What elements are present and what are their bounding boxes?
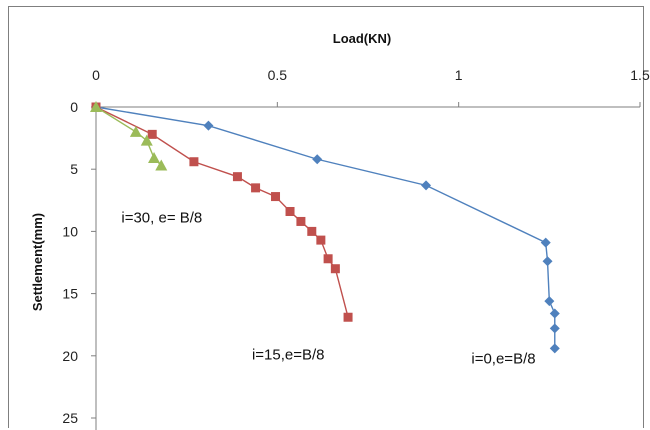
y-tick-label: 25 [62,410,78,426]
series-1-point [549,308,560,319]
annotation-label: i=15,e=B/8 [252,347,325,364]
series-3-point [155,159,168,171]
series-2-point [323,254,333,264]
x-tick-label: 1 [455,67,463,83]
series-1-point [203,120,214,131]
series-2-point [271,192,281,202]
annotations: i=30, e= B/8 i=15,e=B/8 i=0,e=B/8 [121,210,535,368]
series-1-point [312,154,323,165]
series-1-line [95,106,556,349]
series-2-point [343,312,353,322]
series-1-point [540,237,551,248]
y-tick-label: 15 [62,286,78,302]
annotation-label: i=0,e=B/8 [471,350,535,367]
series-3-point [140,134,153,146]
x-tick-label: 0 [92,67,100,83]
series-2-point [189,157,199,167]
series-1-point [421,180,432,191]
series-3-point [148,152,161,164]
series-2-point [307,226,317,236]
plot-area [90,101,560,354]
y-axis-title: Settlement(mm) [30,213,45,311]
series-2-point [316,235,326,245]
y-tick-label: 0 [70,99,78,115]
series-2-point [251,183,261,193]
y-tick-label: 10 [62,223,78,239]
y-tick-label: 20 [62,348,78,364]
series-3-point [90,101,102,112]
series-1-point [544,296,555,307]
x-tick-label: 1.5 [630,67,650,83]
series-2-point [147,129,157,139]
series-2-point [330,264,340,274]
series-3-point [129,125,142,137]
annotation-label: i=30, e= B/8 [121,210,202,227]
series-2-point [296,216,306,226]
axes: 0 0.5 1 1.5 0 5 10 15 20 25 [62,67,650,430]
series-1-point [549,323,560,334]
x-axis-title: Load(KN) [333,31,392,46]
series-1-point [542,256,553,267]
series-1-point [549,343,560,354]
chart-frame [8,6,644,428]
y-tick-label: 5 [70,161,78,177]
series-2-point [232,172,242,182]
series-2-point [285,206,295,216]
x-tick-label: 0.5 [268,67,288,83]
